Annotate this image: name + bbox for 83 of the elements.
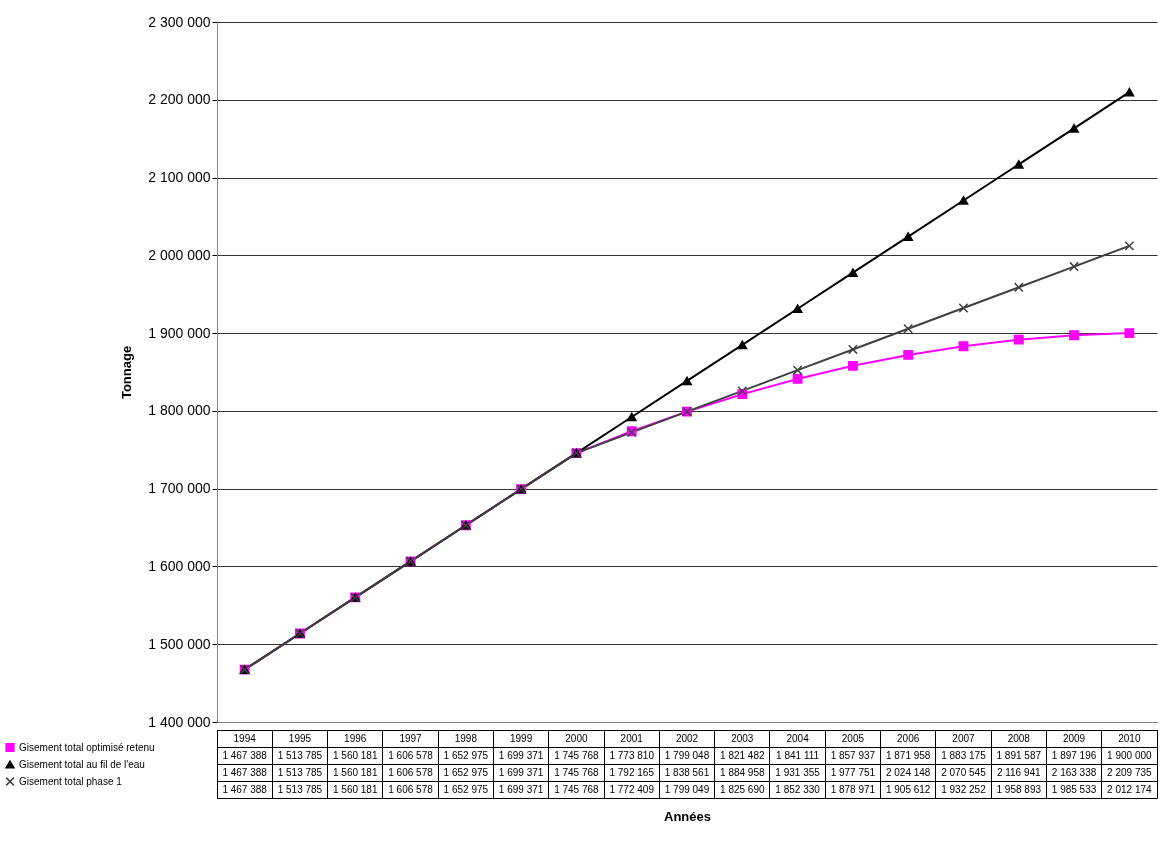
x-tick-label: 1998 xyxy=(454,732,478,744)
data-label: 1 977 751 xyxy=(830,766,876,778)
y-tick-label: 2 200 000 xyxy=(148,91,211,108)
data-label: 1 699 371 xyxy=(498,783,544,795)
data-label: 1 606 578 xyxy=(388,766,434,778)
data-label: 1 841 111 xyxy=(776,749,820,761)
data-label: 2 070 545 xyxy=(941,766,987,778)
y-tick-label: 1 900 000 xyxy=(148,324,211,341)
data-label: 1 745 768 xyxy=(554,749,600,761)
x-axis-title: Années xyxy=(664,808,711,824)
x-tick-label: 2000 xyxy=(565,732,588,744)
x-tick-label: 1996 xyxy=(344,732,367,744)
data-label: 1 560 181 xyxy=(332,749,378,761)
data-label: 1 857 937 xyxy=(830,749,876,761)
data-label: 2 209 735 xyxy=(1107,766,1153,778)
data-label: 1 897 196 xyxy=(1051,749,1097,761)
y-tick-label: 1 400 000 xyxy=(148,713,211,730)
data-label: 1 467 388 xyxy=(222,749,268,761)
x-tick-label: 2005 xyxy=(841,732,865,744)
data-label: 1 821 482 xyxy=(720,749,765,761)
y-tick-label: 1 600 000 xyxy=(148,557,211,574)
data-label: 1 606 578 xyxy=(388,783,434,795)
data-label: 1 513 785 xyxy=(277,766,323,778)
data-label: 1 900 000 xyxy=(1107,749,1153,761)
legend-label: Gisement total phase 1 xyxy=(19,775,123,787)
data-label: 1 799 048 xyxy=(664,749,710,761)
data-label: 1 792 165 xyxy=(609,766,655,778)
x-tick-label: 2009 xyxy=(1062,732,1086,744)
data-label: 2 163 338 xyxy=(1051,766,1097,778)
data-label: 1 745 768 xyxy=(554,766,600,778)
data-label: 1 838 561 xyxy=(664,766,710,778)
data-label: 2 024 148 xyxy=(885,766,931,778)
data-label: 1 745 768 xyxy=(554,783,600,795)
y-tick-label: 2 000 000 xyxy=(148,246,211,263)
data-label: 1 931 355 xyxy=(775,766,821,778)
data-label: 1 606 578 xyxy=(388,749,434,761)
y-tick-label: 2 100 000 xyxy=(148,169,211,186)
data-label: 1 652 975 xyxy=(443,766,489,778)
data-label: 1 825 690 xyxy=(720,783,765,795)
x-tick-label: 2003 xyxy=(731,732,754,744)
x-tick-label: 2010 xyxy=(1118,732,1141,744)
data-label: 1 883 175 xyxy=(941,749,987,761)
data-label: 1 772 409 xyxy=(609,783,655,795)
data-label: 1 699 371 xyxy=(498,766,544,778)
y-tick-label: 1 500 000 xyxy=(148,635,211,652)
y-axis-title: Tonnage xyxy=(119,345,135,400)
x-tick-label: 2008 xyxy=(1007,732,1031,744)
data-label: 1 871 958 xyxy=(885,749,931,761)
data-label: 1 513 785 xyxy=(277,749,323,761)
x-tick-label: 2007 xyxy=(952,732,976,744)
data-label: 1 699 371 xyxy=(498,749,544,761)
data-label: 1 467 388 xyxy=(222,783,268,795)
data-label: 1 852 330 xyxy=(775,783,821,795)
legend-label: Gisement total optimisé retenu xyxy=(19,741,155,753)
data-label: 1 773 810 xyxy=(609,749,655,761)
x-tick-label: 2006 xyxy=(897,732,920,744)
x-tick-label: 2001 xyxy=(620,732,644,744)
data-label: 1 905 612 xyxy=(885,783,931,795)
data-label: 1 513 785 xyxy=(277,783,323,795)
data-label: 1 891 587 xyxy=(996,749,1042,761)
data-label: 1 560 181 xyxy=(332,766,378,778)
x-tick-label: 1999 xyxy=(509,732,533,744)
data-label: 1 985 533 xyxy=(1051,783,1097,795)
data-label: 1 560 181 xyxy=(332,783,378,795)
y-tick-label: 2 300 000 xyxy=(148,13,211,30)
x-tick-label: 1995 xyxy=(288,732,312,744)
data-label: 1 884 958 xyxy=(720,766,765,778)
x-tick-label: 2004 xyxy=(786,732,810,744)
data-label: 1 652 975 xyxy=(443,783,489,795)
data-label: 2 116 941 xyxy=(996,766,1042,778)
data-label: 1 878 971 xyxy=(830,783,876,795)
data-label: 1 799 049 xyxy=(664,783,710,795)
data-label: 1 958 893 xyxy=(996,783,1042,795)
data-label: 2 012 174 xyxy=(1107,783,1153,795)
x-tick-label: 1994 xyxy=(233,732,257,744)
legend-label: Gisement total au fil de l'eau xyxy=(19,758,145,770)
data-label: 1 652 975 xyxy=(443,749,489,761)
x-tick-label: 1997 xyxy=(399,732,423,744)
y-tick-label: 1 700 000 xyxy=(148,480,211,497)
data-label: 1 932 252 xyxy=(941,783,987,795)
y-tick-label: 1 800 000 xyxy=(148,402,211,419)
x-tick-label: 2002 xyxy=(675,732,699,744)
data-label: 1 467 388 xyxy=(222,766,268,778)
